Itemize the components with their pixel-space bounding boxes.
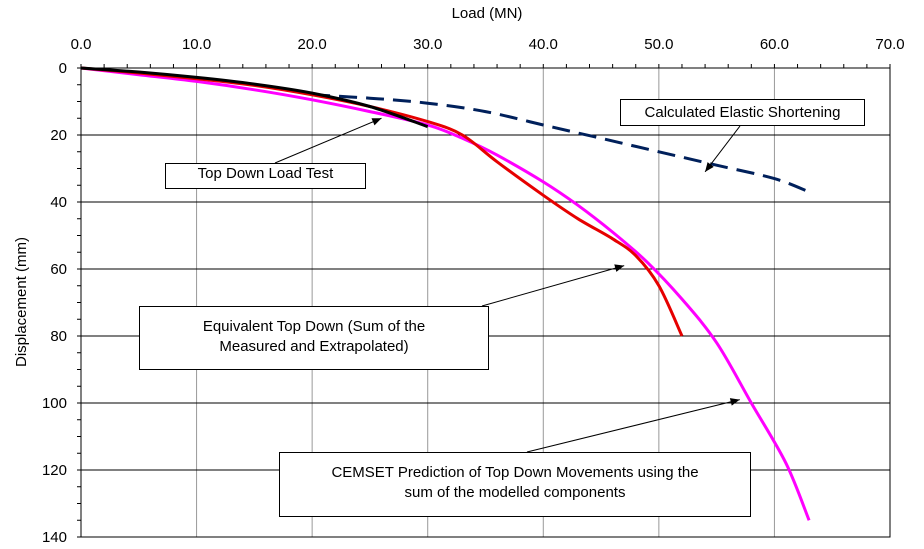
- x-tick-label: 20.0: [298, 36, 327, 53]
- annotation-top-down-text: Top Down Load Test: [197, 165, 334, 182]
- series-line-cemset-prediction: [80, 66, 811, 521]
- x-tick-label: 10.0: [182, 36, 211, 53]
- annotation-arrows: [274, 117, 741, 453]
- y-tick-label: 20: [50, 127, 67, 144]
- y-tick-labels: 0 20 40 60 80 100 120 140: [42, 60, 67, 546]
- x-tick-label: 60.0: [760, 36, 789, 53]
- x-tick-label: 70.0: [875, 36, 904, 53]
- y-tick-label: 0: [59, 60, 67, 77]
- arrow-elastic-head: [705, 162, 714, 172]
- series-lines: [80, 66, 811, 521]
- y-tick-label: 40: [50, 194, 67, 211]
- x-tick-label: 40.0: [529, 36, 558, 53]
- arrow-top-down-head: [371, 118, 382, 126]
- y-tick-label: 80: [50, 328, 67, 345]
- y-tick-label: 140: [42, 529, 67, 546]
- y-tick-label: 120: [42, 462, 67, 479]
- x-tick-label: 50.0: [644, 36, 673, 53]
- arrow-cemset-head: [729, 398, 740, 406]
- x-axis-title: Load (MN): [452, 5, 523, 22]
- arrow-elastic-line: [704, 125, 741, 173]
- annotation-top-down-load-test: Top Down Load Test: [165, 163, 366, 189]
- y-axis-title: Displacement (mm): [13, 237, 30, 367]
- annotation-equivalent-line2: Measured and Extrapolated): [219, 338, 409, 355]
- annotation-elastic-text: Calculated Elastic Shortening: [644, 104, 841, 121]
- annotation-cemset-line2: sum of the modelled components: [404, 484, 626, 501]
- annotation-equivalent-top-down: Equivalent Top Down (Sum of the Measured…: [139, 306, 489, 370]
- y-tick-label: 100: [42, 395, 67, 412]
- annotation-cemset-line1: CEMSET Prediction of Top Down Movements …: [331, 464, 699, 481]
- series-line-top-down-load-test: [80, 66, 429, 129]
- plot-area-frame: [80, 67, 891, 538]
- annotation-equivalent-line1: Equivalent Top Down (Sum of the: [202, 318, 426, 335]
- arrow-equivalent-head: [614, 264, 625, 272]
- arrow-top-down-line: [274, 117, 382, 164]
- x-tick-labels: 0.0 10.0 20.0 30.0 40.0 50.0 60.0 70.0: [71, 36, 905, 53]
- minor-ticks: [77, 64, 891, 538]
- x-tick-label: 0.0: [71, 36, 92, 53]
- series-line-elastic-shortening: [312, 93, 810, 194]
- arrow-equivalent-line: [481, 265, 625, 307]
- arrow-cemset-line: [526, 399, 740, 453]
- x-tick-label: 30.0: [413, 36, 442, 53]
- y-tick-label: 60: [50, 261, 67, 278]
- gridlines: [81, 68, 890, 537]
- annotation-calculated-elastic-shortening: Calculated Elastic Shortening: [620, 99, 865, 126]
- annotation-cemset-prediction: CEMSET Prediction of Top Down Movements …: [279, 452, 751, 517]
